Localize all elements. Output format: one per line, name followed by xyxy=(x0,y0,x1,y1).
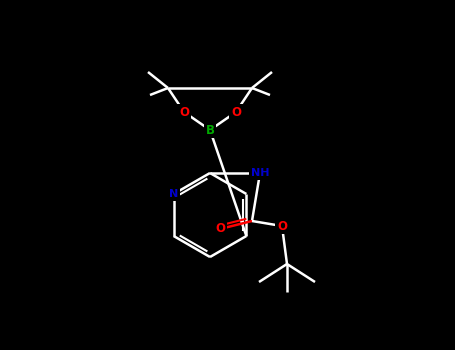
Text: O: O xyxy=(231,105,241,119)
Text: O: O xyxy=(215,223,225,236)
Text: N: N xyxy=(169,189,178,199)
Text: NH: NH xyxy=(251,168,269,178)
Text: O: O xyxy=(179,105,189,119)
Text: B: B xyxy=(206,124,214,136)
Text: O: O xyxy=(277,219,287,232)
